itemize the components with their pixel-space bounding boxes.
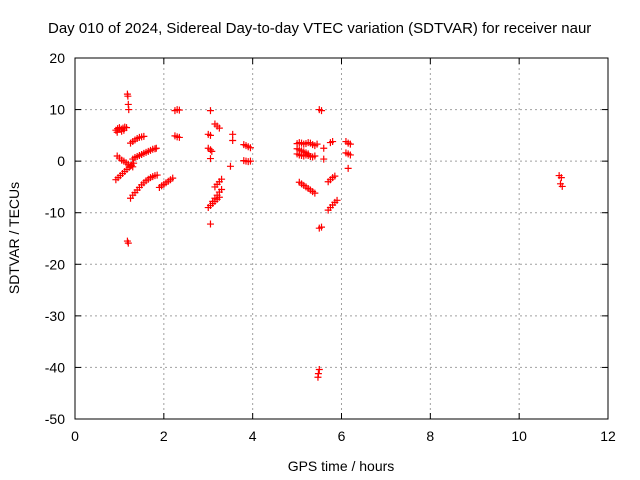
- data-point: [333, 196, 341, 204]
- data-point: [206, 107, 214, 115]
- x-tick-label: 2: [160, 428, 168, 444]
- axis-tick-labels: 0 2 4 6 8 10 12 -50 -40 -30 -20 -10 0 10 20: [45, 50, 616, 444]
- data-point: [175, 133, 183, 141]
- data-point: [152, 144, 160, 152]
- data-point: [320, 155, 328, 163]
- data-point: [315, 365, 323, 373]
- data-point: [329, 138, 337, 146]
- data-point: [331, 172, 339, 180]
- data-point: [125, 106, 133, 114]
- y-tick-label: -20: [45, 256, 65, 272]
- data-point: [206, 131, 214, 139]
- x-tick-label: 0: [71, 428, 79, 444]
- x-axis-label: GPS time / hours: [288, 458, 395, 474]
- data-point: [218, 186, 226, 194]
- data-point: [130, 159, 138, 167]
- data-point: [124, 92, 132, 100]
- y-tick-label: -40: [45, 359, 65, 375]
- data-point: [311, 152, 319, 160]
- data-point: [318, 223, 326, 231]
- y-tick-label: -30: [45, 308, 65, 324]
- data-point: [120, 126, 128, 134]
- axis-ticks: [74, 57, 609, 420]
- data-point: [246, 157, 254, 165]
- data-point: [557, 174, 565, 182]
- data-point: [320, 144, 328, 152]
- grid-lines: [75, 58, 608, 419]
- x-tick-label: 10: [511, 428, 527, 444]
- data-point: [558, 182, 566, 190]
- data-point: [311, 189, 319, 197]
- data-point: [169, 174, 177, 182]
- data-point: [140, 132, 148, 140]
- data-points: [112, 90, 566, 381]
- data-point: [153, 171, 161, 179]
- y-tick-label: -10: [45, 205, 65, 221]
- data-point: [218, 175, 226, 183]
- data-point: [175, 106, 183, 114]
- y-tick-label: 10: [49, 102, 65, 118]
- data-point: [206, 155, 214, 163]
- data-point: [346, 151, 354, 159]
- data-point: [344, 164, 352, 172]
- data-point: [318, 107, 326, 115]
- data-point: [215, 124, 223, 132]
- x-tick-label: 8: [426, 428, 434, 444]
- data-point: [113, 128, 121, 136]
- data-point: [215, 193, 223, 201]
- y-tick-label: 20: [49, 50, 65, 66]
- data-point: [346, 140, 354, 148]
- x-tick-label: 6: [338, 428, 346, 444]
- x-tick-label: 12: [600, 428, 616, 444]
- data-point: [124, 239, 132, 247]
- data-point: [229, 137, 237, 145]
- chart-title: Day 010 of 2024, Sidereal Day-to-day VTE…: [48, 20, 591, 37]
- data-point: [226, 162, 234, 170]
- data-point: [206, 146, 214, 154]
- x-tick-label: 4: [249, 428, 257, 444]
- y-tick-label: 0: [57, 153, 65, 169]
- data-point: [246, 144, 254, 152]
- y-axis-label: SDTVAR / TECUs: [6, 182, 22, 294]
- data-point: [314, 373, 322, 381]
- y-tick-label: -50: [45, 411, 65, 427]
- data-point: [229, 130, 237, 138]
- data-point: [208, 147, 216, 155]
- data-point: [313, 140, 321, 148]
- data-point: [206, 220, 214, 228]
